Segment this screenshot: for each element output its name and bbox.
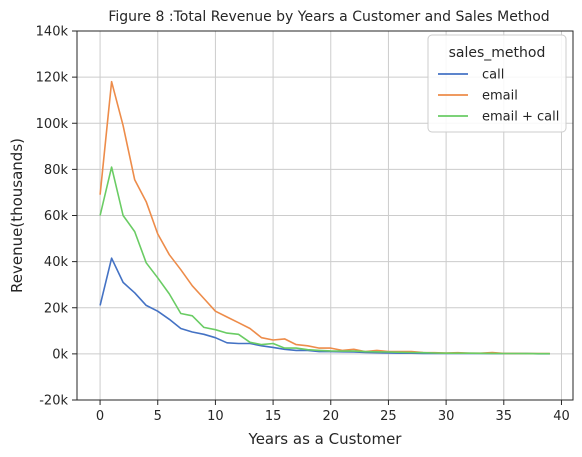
y-tick-label: 60k — [44, 209, 69, 224]
y-tick-label: -20k — [39, 394, 68, 409]
x-tick-label: 20 — [322, 409, 339, 424]
x-tick-label: 10 — [207, 409, 224, 424]
legend-box — [427, 34, 567, 133]
legend-title: sales_method — [449, 45, 546, 61]
x-tick-label: 40 — [553, 409, 570, 424]
x-tick-label: 35 — [496, 409, 513, 424]
y-axis-label: Revenue(thousands) — [8, 138, 26, 293]
x-axis-label: Years as a Customer — [248, 430, 403, 448]
legend-items: call email email + call — [438, 68, 559, 125]
y-tick-label: 140k — [36, 25, 69, 40]
y-tick-label: 40k — [44, 255, 69, 270]
y-tick-label: 120k — [36, 71, 69, 86]
y-tick-label: 0k — [52, 347, 68, 362]
legend: sales_method call email email + call — [427, 34, 567, 133]
legend-entry-label: email + call — [482, 110, 559, 125]
y-axis-ticks: -20k 0k 20k 40k 60k 80k 100k 120k 140k — [36, 25, 77, 409]
x-axis-ticks: 0 5 10 15 20 25 30 35 40 — [96, 400, 570, 424]
y-tick-label: 20k — [44, 301, 69, 316]
x-tick-label: 15 — [265, 409, 282, 424]
y-tick-label: 100k — [36, 117, 69, 132]
x-tick-label: 25 — [380, 409, 397, 424]
y-tick-label: 80k — [44, 163, 69, 178]
x-tick-label: 5 — [154, 409, 162, 424]
chart-title: Figure 8 :Total Revenue by Years a Custo… — [108, 9, 549, 25]
series-lines — [99, 80, 550, 355]
legend-entry-label: call — [482, 68, 504, 83]
x-tick-label: 0 — [96, 409, 104, 424]
series-line-2 — [99, 166, 550, 355]
legend-entry-label: email — [482, 89, 518, 104]
x-tick-label: 30 — [438, 409, 455, 424]
